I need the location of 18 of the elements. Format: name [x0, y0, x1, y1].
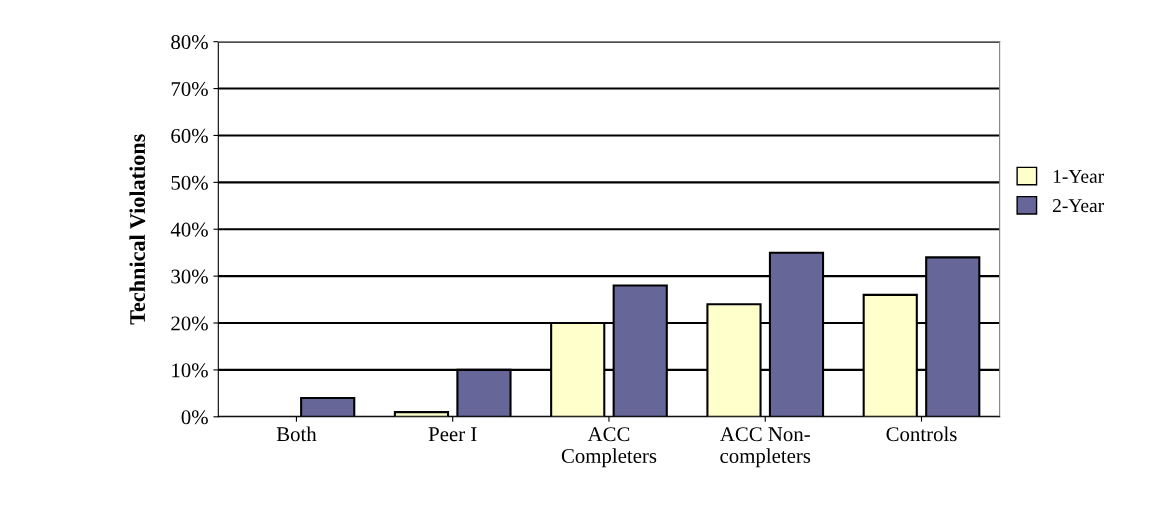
- x-tick-label: Peer I: [428, 427, 477, 442]
- y-tick-label: 20%: [171, 316, 208, 331]
- y-tick-label: 50%: [171, 175, 208, 190]
- legend-label: 1-Year: [1053, 169, 1104, 183]
- x-tick-label: ACC Non- completers: [720, 427, 811, 468]
- bar: [300, 397, 356, 417]
- y-tick-label: 80%: [171, 35, 208, 50]
- x-tick-label: ACC Completers: [561, 427, 657, 468]
- y-tick-label: 10%: [172, 363, 208, 378]
- y-tick-label: 0%: [181, 410, 208, 425]
- y-tick-label: 70%: [171, 81, 208, 97]
- legend-label: 2-Year: [1052, 199, 1104, 213]
- y-tick-label: 40%: [170, 222, 208, 237]
- y-tick-label: 60%: [171, 128, 208, 143]
- y-axis-title: Technical Violations: [129, 134, 146, 325]
- y-tick-label: 30%: [171, 269, 208, 284]
- x-tick-label: Both: [276, 426, 317, 442]
- x-tick-label: Controls: [886, 426, 957, 442]
